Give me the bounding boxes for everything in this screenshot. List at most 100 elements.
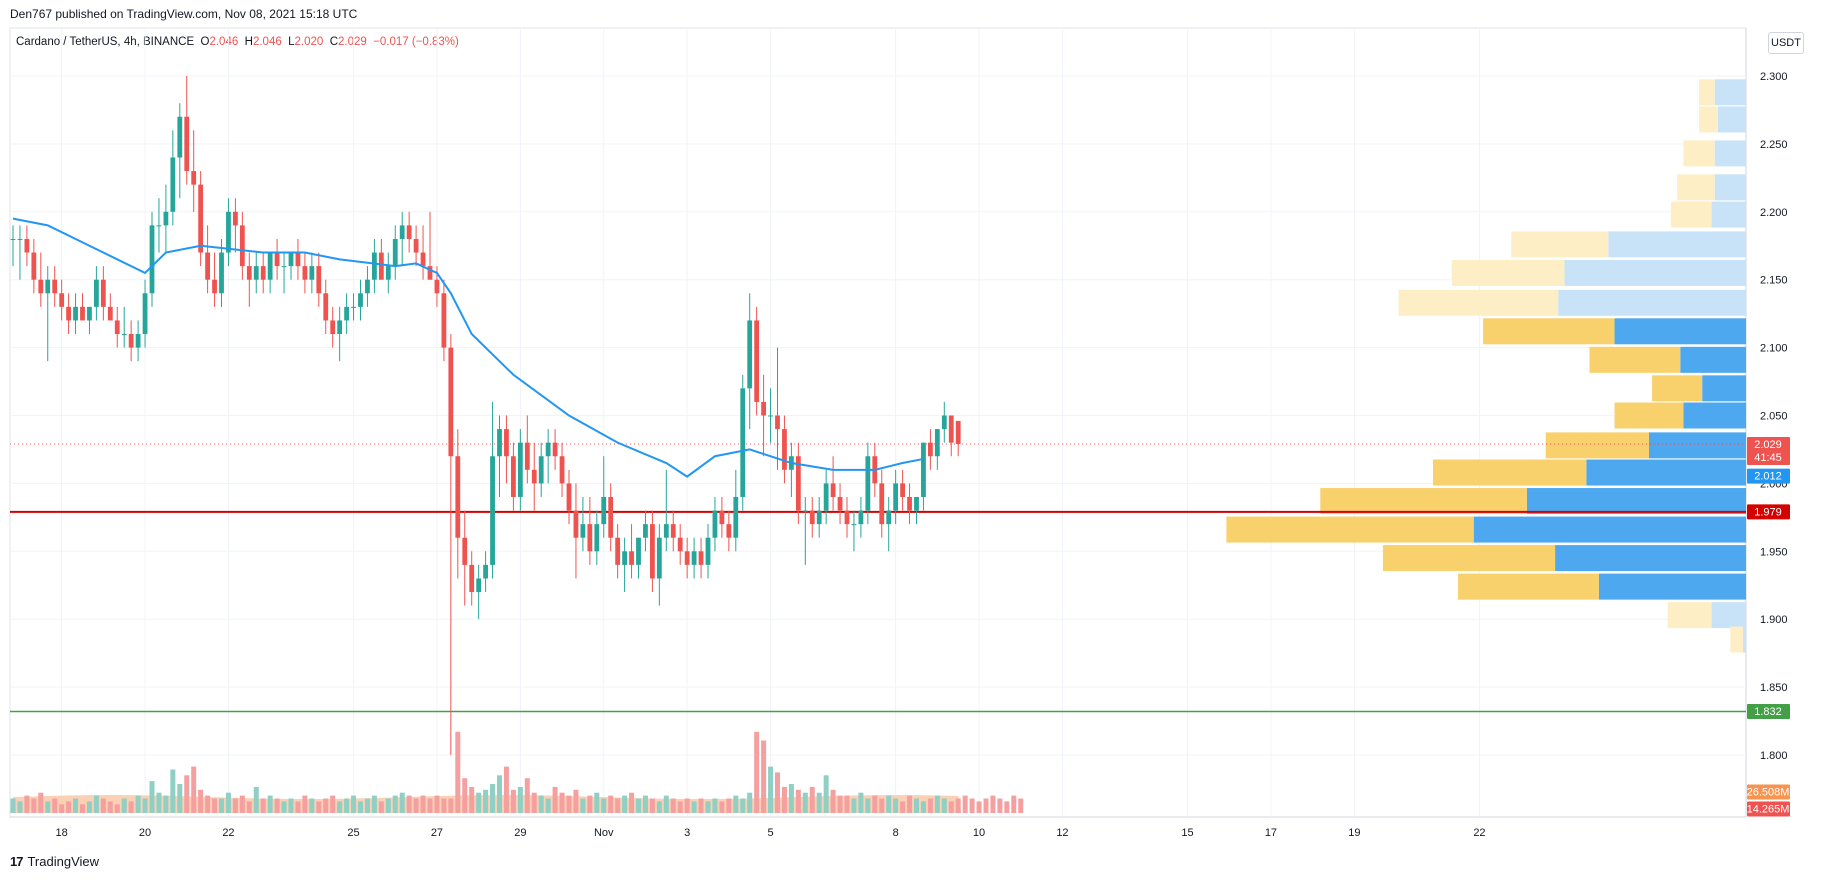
candle [191,130,196,211]
candle-body [859,511,864,525]
y-tick-label: 1.800 [1760,750,1788,762]
volume-bar [268,796,273,813]
candle [726,511,731,552]
candle-body [601,497,606,524]
candle-body [525,443,530,470]
volume-profile-up-bar [1718,106,1746,132]
volume-bar [657,801,662,813]
y-tick-label: 2.100 [1760,343,1788,355]
volume-bar [831,790,836,813]
y-tick-label: 2.150 [1760,275,1788,287]
candle-body [59,293,64,307]
x-tick-label: 15 [1181,827,1193,839]
candle [344,293,349,334]
volume-bar [851,799,856,814]
volume-profile-down-bar [1483,318,1614,344]
volume-bar [587,796,592,813]
volume-bar [914,799,919,814]
volume-bar [504,767,509,813]
candle [393,225,398,279]
volume-last-tag: 14.265M [1747,802,1790,817]
candle-body [365,280,370,294]
candle-body [747,320,752,388]
volume-bar [309,799,314,814]
volume-profile-up-bar [1715,174,1746,200]
candle-body [831,483,836,497]
volume-bar [1018,799,1023,814]
volume-bar [601,799,606,814]
candle-body [275,253,280,267]
volume-bar [796,790,801,813]
candle-body [511,456,516,497]
volume-bar [671,799,676,814]
candle-body [678,538,683,552]
candle-body [574,511,579,538]
volume-bar [17,801,22,813]
candle-body [219,253,224,294]
candle-body [942,416,947,430]
volume-profile-up-bar [1683,403,1746,429]
volume-profile-up-bar [1586,460,1746,486]
volume-bar [594,793,599,813]
candle [838,483,843,524]
candle-body [136,334,141,348]
candle-body [303,266,308,280]
volume-bar [817,793,822,813]
candle-body [122,334,127,335]
volume-profile-down-bar [1699,79,1715,105]
candle [594,511,599,565]
tradingview-brand: TradingView [27,854,99,869]
volume-bar [692,801,697,813]
candle [386,253,391,294]
x-tick-label: 18 [56,827,68,839]
x-tick-label: 10 [973,827,985,839]
candle [740,375,745,511]
volume-bar [664,796,669,813]
candle-body [247,266,252,280]
candle [546,429,551,483]
x-tick-label: 8 [893,827,899,839]
candle [532,443,537,511]
candle [706,524,711,578]
candle-body [581,524,586,538]
candle [379,239,384,280]
volume-profile-up-bar [1715,79,1746,105]
candle-body [949,416,954,443]
price-chart[interactable]: 2.3002.2502.2002.1502.1002.0502.0001.950… [0,0,1823,840]
candle-body [594,524,599,551]
volume-bar [935,796,940,813]
x-tick-label: Nov [594,827,614,839]
tradingview-logo[interactable]: 17 TradingView [10,854,99,869]
volume-bar [928,799,933,814]
candle [316,253,321,307]
candle-body [31,253,36,280]
volume-bar [469,787,474,813]
volume-bar [73,799,78,814]
candle [289,253,294,280]
candle [692,538,697,579]
candle [115,307,120,348]
volume-last-tag-text: 14.265M [1747,804,1790,816]
volume-bar [122,799,127,814]
x-tick-label: 12 [1056,827,1068,839]
candle-body [379,253,384,280]
volume-profile-down-bar [1615,403,1684,429]
volume-bar [977,801,982,813]
candle [678,524,683,565]
volume-bar [990,796,995,813]
candle-body [733,497,738,538]
candle [733,470,738,551]
volume-bar [706,801,711,813]
candle-body [226,212,231,253]
volume-bar [80,804,85,813]
candle [886,497,891,551]
candle [518,429,523,510]
candle [407,212,412,253]
volume-bar [344,799,349,814]
candle [768,388,773,442]
candle [935,429,940,470]
candle-body [539,456,544,483]
x-tick-label: 27 [431,827,443,839]
candle-body [775,416,780,430]
candle-body [344,307,349,321]
